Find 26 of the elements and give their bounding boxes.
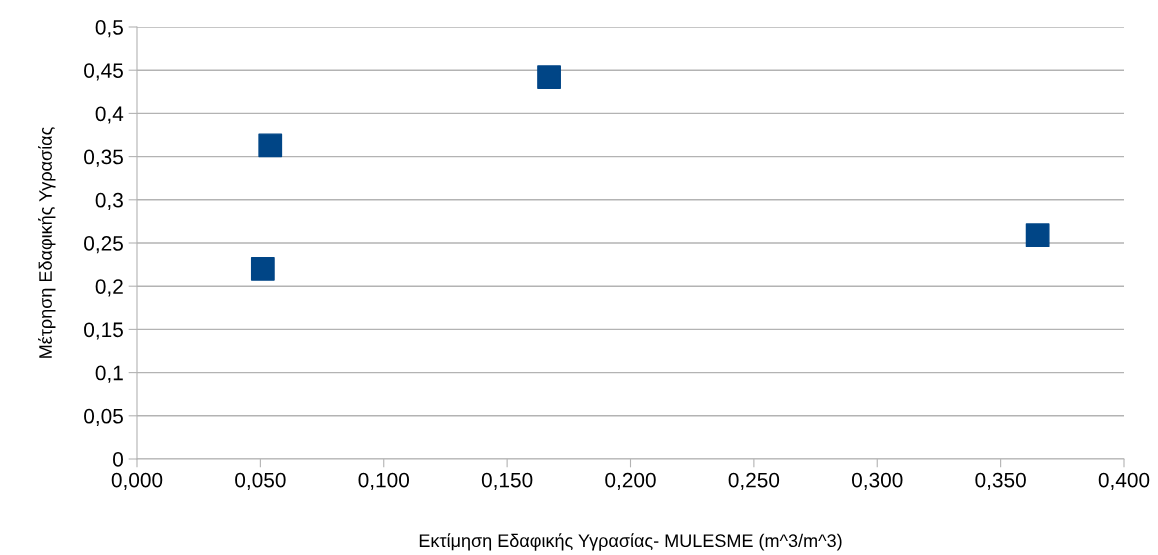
x-tick-label: 0,100 (358, 472, 409, 490)
y-tick-label: 0 (113, 452, 123, 467)
point (250, 257, 275, 281)
point (1025, 223, 1050, 248)
y-tick-label: 0,3 (95, 192, 123, 211)
x-tick-label: 0,250 (728, 472, 780, 490)
y-tick-label: 0,2 (95, 279, 123, 297)
y-axis-title: Μέτρηση Εδαφικής Υγρασίας (38, 127, 56, 358)
x-axis-title: Εκτίμηση Εδαφικής Υγρασίας- MULESME (m^3/m^3) (419, 533, 842, 551)
y-tick-label: 0,05 (84, 408, 123, 427)
y-tick-label: 0,1 (95, 365, 123, 383)
y-tick-label: 0,4 (95, 106, 124, 124)
y-tick-label: 0,5 (95, 20, 123, 38)
x-tick-label: 0,200 (605, 472, 656, 490)
point (537, 65, 561, 90)
y-tick-label: 0,15 (84, 322, 123, 340)
x-tick-label: 0,400 (1098, 472, 1150, 490)
y-tick-label: 0,45 (84, 63, 123, 81)
x-tick-label: 0,000 (111, 472, 163, 490)
x-tick-label: 0,150 (481, 472, 533, 490)
y-tick-label: 0,25 (84, 236, 123, 254)
x-tick-label: 0,050 (235, 472, 286, 490)
y-tick-label: 0,35 (84, 149, 123, 167)
x-tick-label: 0,300 (852, 472, 903, 490)
point (258, 133, 283, 158)
x-tick-label: 0,350 (975, 472, 1026, 490)
